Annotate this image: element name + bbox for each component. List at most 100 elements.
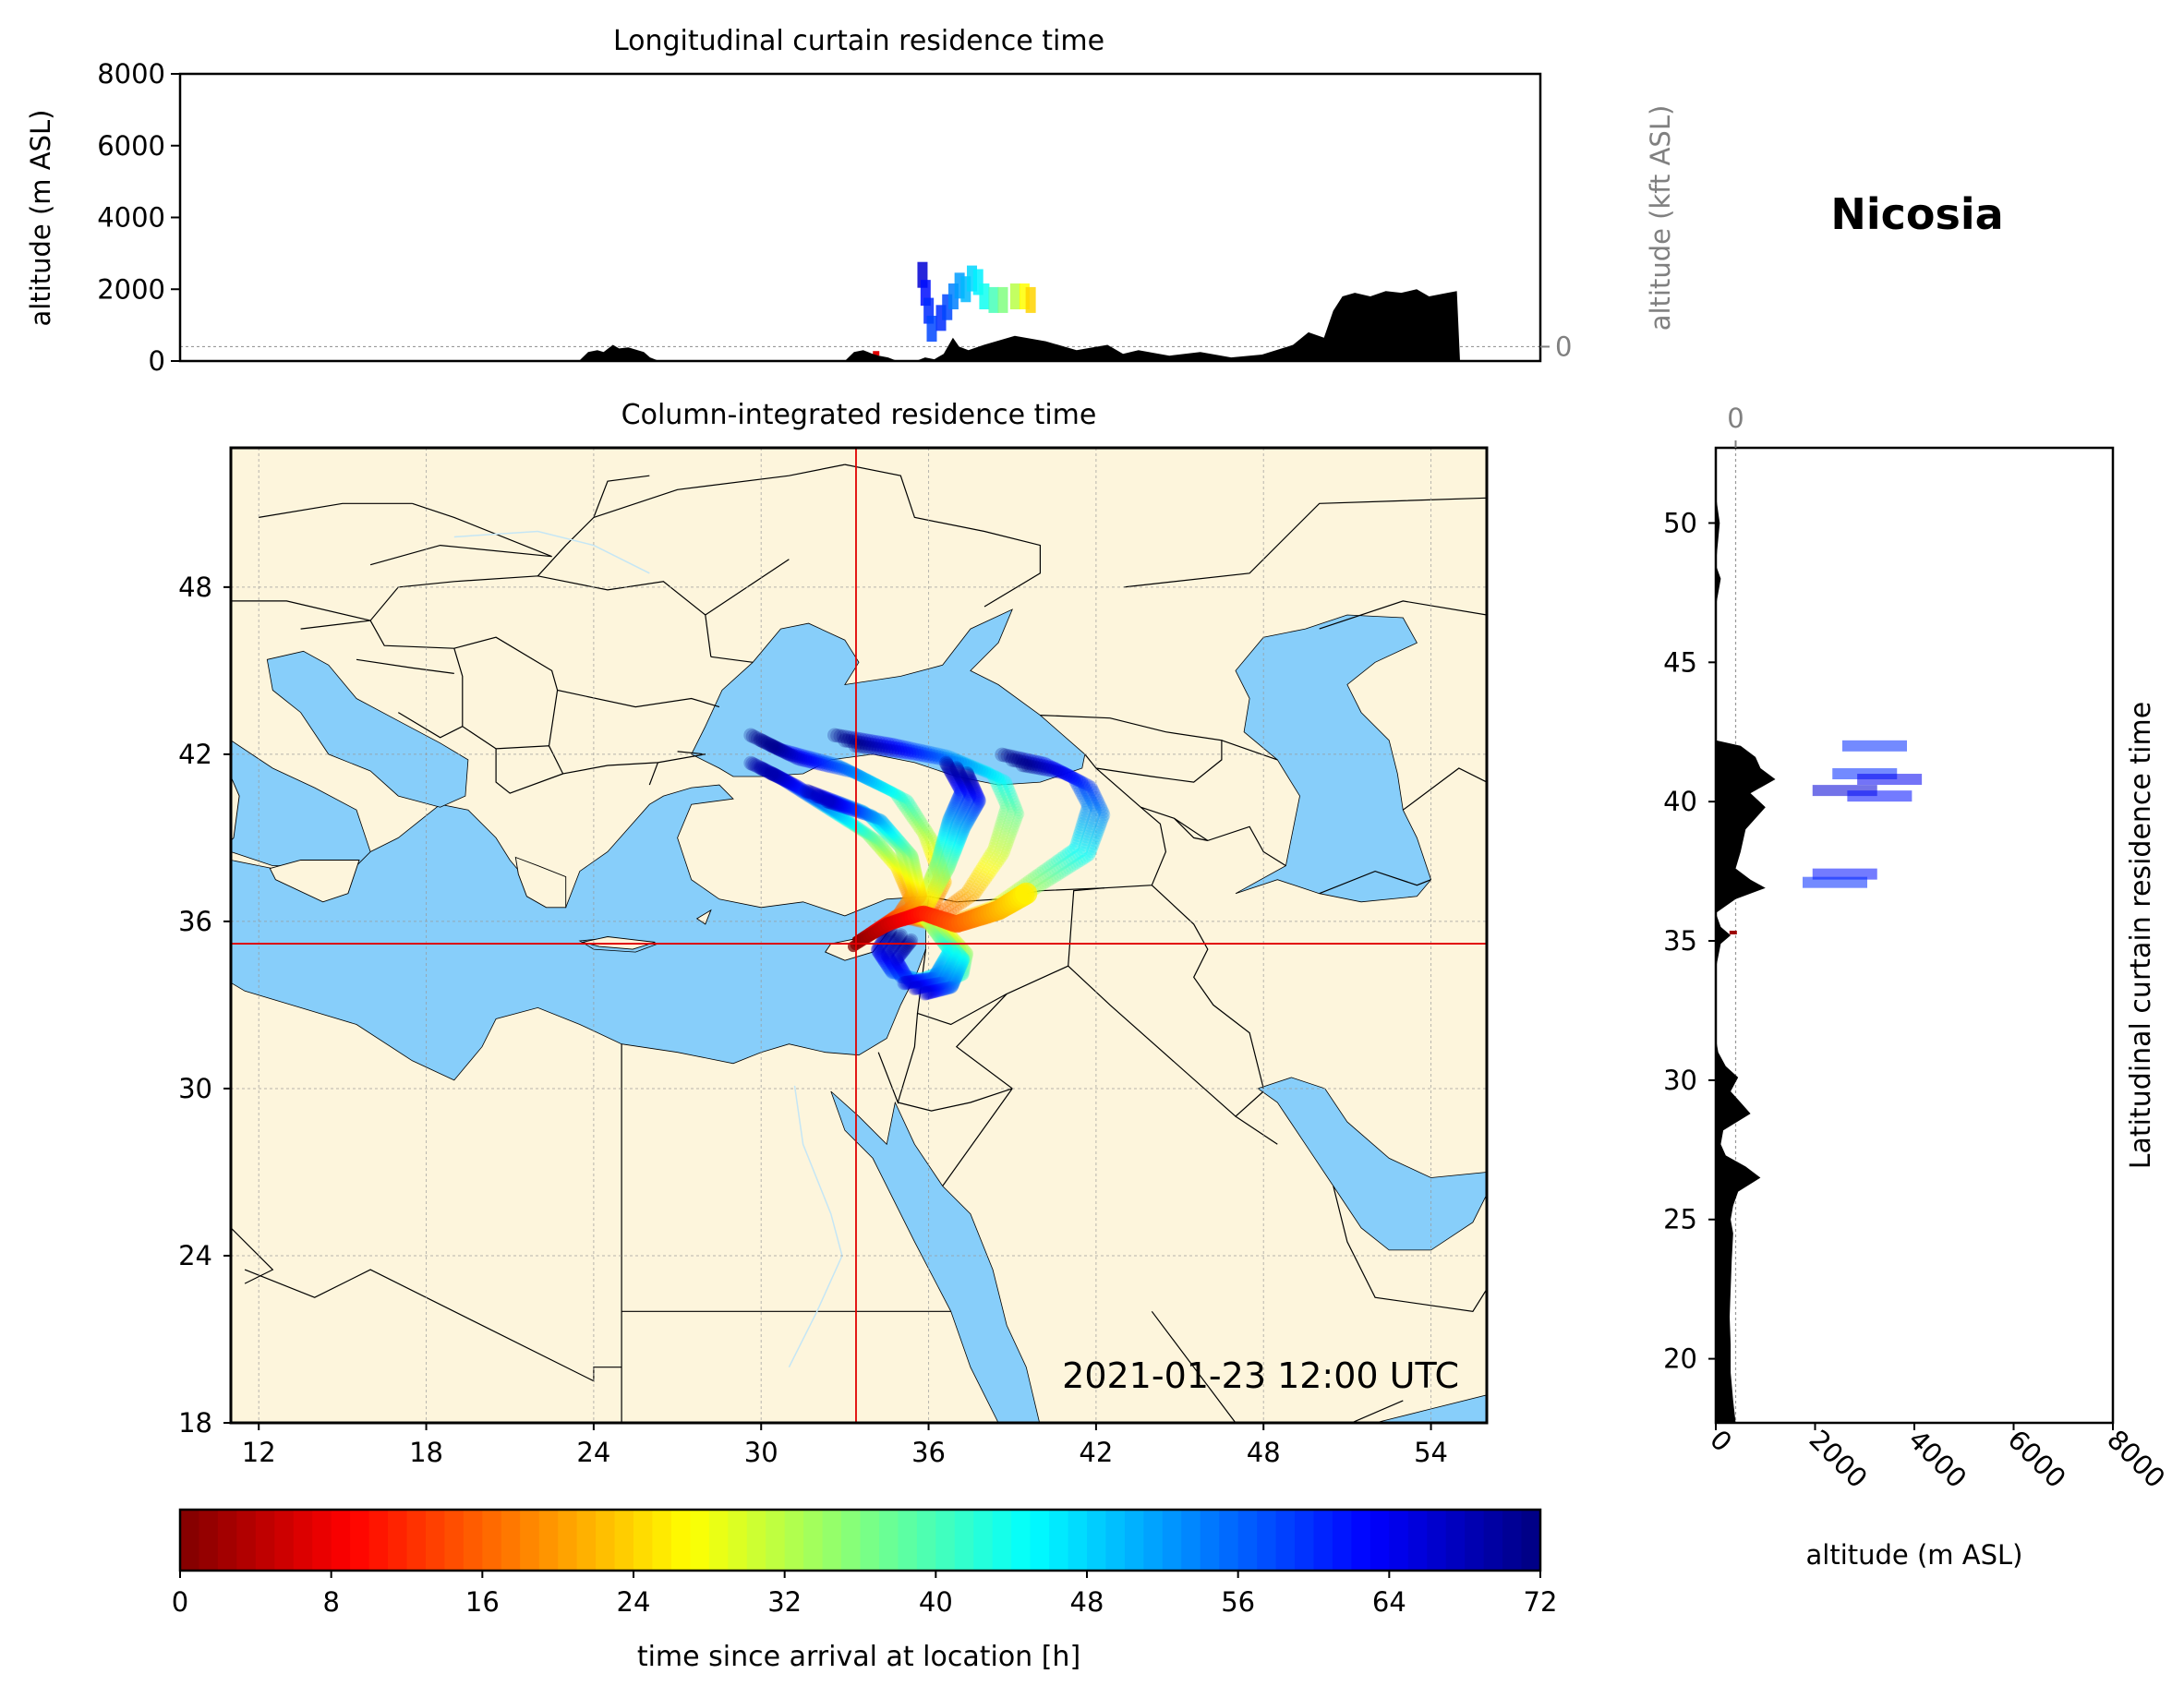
plume-point [902, 794, 913, 805]
plume-point [762, 737, 777, 752]
plume-point [878, 849, 887, 860]
plume-point [924, 893, 933, 901]
colorbar-segment [992, 1510, 1012, 1571]
plume-point [755, 734, 770, 748]
plume-point [1030, 870, 1040, 880]
latitudinal-xtick-label: 8000 [2101, 1424, 2171, 1494]
plume-point [903, 895, 911, 903]
plume-point [824, 801, 837, 814]
plume-point [885, 786, 897, 797]
longitudinal-plume-cell [1019, 283, 1030, 310]
longitudinal-curtain-panel: Longitudinal curtain residence time 0 200… [25, 25, 1676, 377]
latitudinal-xtick-label: 2000 [1804, 1424, 1874, 1494]
plume-point [814, 798, 826, 810]
plume-point [974, 864, 983, 873]
plume-point [904, 875, 913, 885]
plume-point [970, 872, 979, 881]
plume-point [910, 804, 920, 815]
plume-point [935, 898, 943, 907]
plume-point [927, 885, 935, 894]
plume-point [794, 785, 807, 798]
plume-point [996, 793, 1008, 804]
plume-point [971, 869, 980, 878]
plume-point [899, 803, 910, 814]
plume-point [929, 896, 937, 904]
plume-point [766, 767, 780, 781]
plume-point [982, 851, 992, 861]
map-ytick-label: 18 [178, 1407, 212, 1439]
plume-point [1089, 789, 1102, 801]
colorbar-segment [596, 1510, 616, 1571]
plume-point [952, 753, 964, 765]
plume-point [977, 860, 986, 869]
plume-point [995, 790, 1006, 801]
longitudinal-ytick-label: 6000 [97, 130, 165, 162]
plume-point [830, 807, 842, 820]
plume-point [790, 780, 803, 794]
plume-point [832, 807, 844, 820]
plume-point [879, 847, 889, 857]
plume-point [904, 873, 912, 883]
plume-point [856, 771, 868, 783]
plume-point [932, 841, 942, 850]
plume-point [791, 752, 805, 766]
plume-point [878, 782, 890, 793]
plume-point [895, 790, 907, 801]
colorbar-segment [728, 1510, 748, 1571]
plume-point [917, 750, 931, 763]
plume-point [931, 893, 938, 901]
plume-point [816, 799, 829, 811]
colorbar-segment [935, 1510, 956, 1571]
plume-point [791, 750, 805, 764]
longitudinal-curtain-frame [180, 74, 1540, 361]
plume-point [777, 772, 791, 787]
plume-point [882, 784, 893, 795]
colorbar-segment [784, 1510, 804, 1571]
plume-point [806, 791, 819, 804]
plume-point [916, 893, 924, 902]
plume-point [911, 892, 919, 901]
plume-point [767, 740, 782, 754]
plume-point [885, 741, 899, 754]
colorbar-segment [1275, 1510, 1296, 1571]
plume-point [910, 888, 918, 897]
plume-point [907, 881, 915, 890]
plume-point [875, 780, 887, 792]
plume-point [903, 903, 911, 910]
plume-point [1072, 782, 1085, 795]
longitudinal-ylabel: altitude (m ASL) [25, 110, 56, 327]
plume-point [807, 752, 821, 765]
plume-point [985, 847, 995, 857]
plume-point [873, 843, 883, 853]
plume-point [777, 743, 790, 757]
plume-point [778, 745, 792, 760]
plume-point [756, 734, 771, 749]
plume-point [856, 824, 868, 836]
plume-point [914, 746, 927, 759]
plume-point [887, 856, 897, 865]
plume-point [1006, 834, 1016, 844]
plume-point [901, 880, 911, 889]
plume-point [1089, 836, 1101, 848]
plume-point [905, 889, 913, 898]
colorbar-segment [652, 1510, 672, 1571]
plume-point [1020, 753, 1035, 767]
plume-point [997, 810, 1008, 821]
plume-point [848, 766, 861, 779]
plume-point [1054, 765, 1068, 778]
plume-point [882, 849, 892, 860]
plume-point [934, 900, 942, 909]
plume-point [983, 767, 995, 779]
plume-point [944, 877, 952, 885]
plume-point [919, 826, 929, 837]
plume-point [855, 823, 866, 834]
plume-point [1089, 801, 1102, 814]
plume-point [916, 814, 927, 825]
plume-point [917, 986, 933, 1001]
plume-point [1065, 854, 1076, 865]
country-border [1124, 497, 1487, 588]
plume-point [1008, 825, 1019, 836]
plume-point [845, 818, 857, 829]
map-ytick-label: 36 [178, 906, 212, 937]
colorbar-segment [1219, 1510, 1239, 1571]
